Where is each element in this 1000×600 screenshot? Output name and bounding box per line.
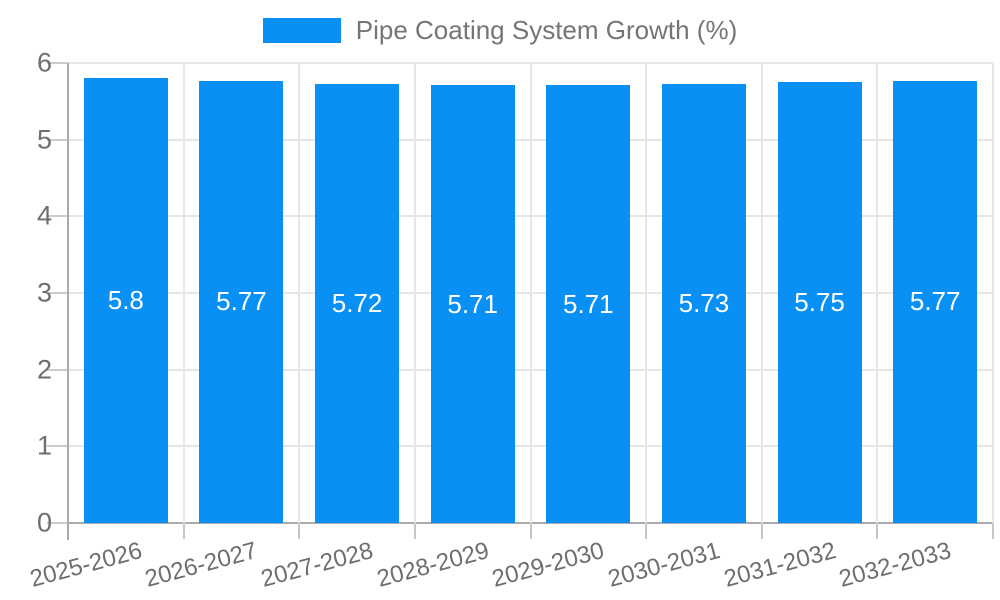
y-axis-tick — [47, 522, 68, 524]
chart-legend: Pipe Coating System Growth (%) — [0, 15, 1000, 46]
bar-2032-2033[interactable]: 5.77 — [893, 80, 978, 523]
bar-2030-2031[interactable]: 5.73 — [661, 83, 746, 523]
x-axis-tick — [298, 523, 301, 539]
bar-value-label: 5.72 — [331, 288, 383, 319]
bar-value-label: 5.73 — [678, 287, 730, 318]
y-axis-tick-label: 5 — [36, 124, 52, 155]
x-gridline — [760, 63, 763, 523]
bar-value-label: 5.8 — [107, 285, 144, 316]
y-axis-tick-label: 4 — [36, 200, 52, 231]
bar-2029-2030[interactable]: 5.71 — [546, 85, 631, 523]
y-axis-tick — [47, 445, 68, 448]
plot-area: 5.8 5.77 5.72 5.71 5.71 5.73 5.75 5.77 — [47, 62, 994, 540]
y-axis-tick — [47, 62, 68, 64]
x-gridline — [298, 63, 301, 523]
legend-series-label: Pipe Coating System Growth (%) — [355, 15, 738, 45]
x-gridline — [645, 63, 648, 523]
y-axis-tick — [47, 368, 68, 371]
y-axis-tick — [47, 215, 68, 218]
x-axis-tick — [645, 523, 648, 539]
bar-value-label: 5.77 — [909, 286, 961, 317]
y-axis-tick-label: 6 — [36, 47, 52, 78]
y-axis-tick-label: 0 — [36, 507, 52, 538]
x-axis-tick — [876, 523, 879, 539]
bar-value-label: 5.77 — [216, 286, 267, 317]
x-gridline — [413, 63, 416, 523]
y-axis-tick — [47, 292, 68, 294]
y-axis-tick — [47, 138, 68, 141]
bar-2025-2026[interactable]: 5.8 — [83, 78, 168, 523]
x-axis-tick — [413, 523, 416, 539]
bar-2026-2027[interactable]: 5.77 — [199, 80, 284, 523]
x-gridline — [876, 63, 879, 523]
y-axis-tick-label: 2 — [36, 354, 52, 385]
bar-value-label: 5.75 — [794, 287, 845, 318]
legend-swatch — [262, 18, 341, 43]
x-gridline — [529, 63, 532, 523]
bar-value-label: 5.71 — [563, 288, 614, 319]
bar-value-label: 5.71 — [447, 288, 498, 319]
x-axis-tick — [760, 523, 763, 539]
x-gridline — [992, 63, 994, 523]
bar-2028-2029[interactable]: 5.71 — [430, 85, 515, 523]
bar-2027-2028[interactable]: 5.72 — [315, 84, 400, 523]
y-axis-tick-label: 3 — [36, 277, 52, 308]
x-axis-tick — [182, 523, 185, 539]
y-axis-line — [67, 63, 69, 540]
y-axis-tick-label: 1 — [36, 430, 52, 461]
bar-2031-2032[interactable]: 5.75 — [777, 82, 862, 523]
x-axis-tick — [529, 523, 532, 539]
x-axis-tick — [992, 523, 994, 539]
x-gridline — [182, 63, 185, 523]
